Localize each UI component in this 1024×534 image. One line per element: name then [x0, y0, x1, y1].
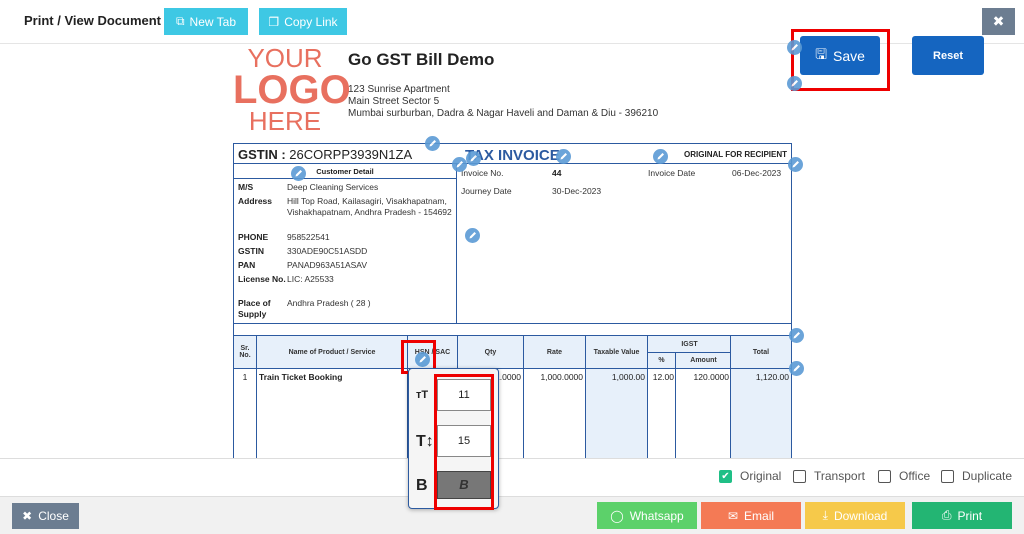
customer-details: M/S Deep Cleaning Services Address Hill Top… — [238, 182, 453, 322]
new-tab-button[interactable]: ⧉ New Tab — [164, 8, 248, 35]
invoice-number: 44 — [552, 168, 562, 178]
copy-icon: ❐ — [268, 14, 280, 29]
customer-field: License No. LIC: A25533 — [238, 274, 334, 284]
checkbox[interactable] — [941, 469, 954, 483]
customer-field: PHONE 958522541 — [238, 232, 330, 242]
column-divider — [585, 336, 586, 464]
edit-pencil-icon[interactable] — [465, 228, 480, 243]
line-height-input[interactable]: 15 — [437, 425, 491, 457]
customer-field: M/S Deep Cleaning Services — [238, 182, 379, 192]
invoice-date: 06-Dec-2023 — [732, 168, 782, 178]
floppy-icon: 🖫 — [815, 45, 827, 62]
invoice-title: TAX INVOICE — [465, 147, 560, 164]
copy-option-duplicate[interactable]: Duplicate — [941, 469, 1012, 483]
journey-date: 30-Dec-2023 — [552, 186, 602, 196]
edit-pencil-icon[interactable] — [452, 157, 467, 172]
reset-button[interactable]: Reset — [912, 36, 984, 75]
customer-field: Address Hill Top Road, Kailasagiri, Visak… — [238, 196, 452, 217]
bold-toggle[interactable]: B — [437, 471, 491, 499]
whatsapp-button[interactable]: ◯ Whatsapp — [597, 502, 697, 529]
page-title: Print / View Document — [24, 13, 162, 28]
company-logo: YOUR LOGO HERE — [233, 43, 351, 136]
edit-pencil-icon[interactable] — [789, 328, 804, 343]
column-divider — [407, 336, 408, 464]
column-divider — [730, 336, 731, 464]
customer-field: PAN PANAD963A51ASAV — [238, 260, 368, 270]
column-divider — [523, 336, 524, 464]
edit-pencil-icon[interactable] — [789, 361, 804, 376]
font-size-input[interactable]: 11 — [437, 379, 491, 411]
company-address: 123 Sunrise Apartment Main Street Sector … — [348, 84, 659, 119]
times-icon: ✖ — [22, 509, 33, 523]
edit-pencil-icon[interactable] — [466, 151, 481, 166]
column-divider — [256, 336, 257, 464]
copy-option-transport[interactable]: Transport — [793, 469, 865, 483]
times-icon: ✖ — [992, 13, 1005, 29]
close-button[interactable]: ✖ Close — [12, 503, 79, 529]
copy-option-office[interactable]: Office — [878, 469, 930, 483]
invoice: GSTIN : 26CORPP3939N1ZA TAX INVOICE ORIG… — [233, 143, 792, 468]
highlight-box — [434, 374, 494, 510]
highlight-box — [791, 29, 890, 91]
edit-pencil-icon[interactable] — [787, 40, 802, 55]
customer-detail-heading: Customer Detail — [316, 167, 374, 176]
edit-pencil-icon[interactable] — [787, 76, 802, 91]
footer-bar: ✖ Close ◯ Whatsapp ✉ Email ⤓ Download ⎙ Print — [0, 496, 1024, 534]
print-icon: ⎙ — [941, 508, 952, 522]
gstin: GSTIN : 26CORPP3939N1ZA — [238, 147, 413, 162]
edit-pencil-icon[interactable] — [415, 352, 430, 367]
email-button[interactable]: ✉ Email — [701, 502, 801, 529]
column-divider — [675, 352, 676, 464]
bold-icon: B — [416, 477, 428, 494]
close-window-button[interactable]: ✖ — [982, 8, 1015, 35]
copy-options-bar: ✔ Original Transport Office Duplicate — [0, 458, 1024, 496]
checkbox[interactable] — [793, 469, 806, 483]
copy-link-button[interactable]: ❐ Copy Link — [259, 8, 347, 35]
checkbox[interactable] — [878, 469, 891, 483]
edit-pencil-icon[interactable] — [788, 157, 803, 172]
whatsapp-icon: ◯ — [610, 508, 624, 523]
edit-pencil-icon[interactable] — [425, 136, 440, 151]
copy-label: ORIGINAL FOR RECIPIENT — [684, 150, 787, 159]
edit-pencil-icon[interactable] — [556, 149, 571, 164]
download-icon: ⤓ — [822, 508, 828, 522]
envelope-icon: ✉ — [727, 508, 739, 523]
font-size-icon: тT — [416, 389, 429, 401]
customer-field: Place of Supply Andhra Pradesh ( 28 ) — [238, 298, 371, 319]
copy-option-original[interactable]: ✔ Original — [719, 469, 781, 483]
checkbox-checked-icon[interactable]: ✔ — [719, 469, 732, 483]
save-button[interactable]: 🖫 Save — [800, 36, 880, 75]
download-button[interactable]: ⤓ Download — [805, 502, 905, 529]
print-button[interactable]: ⎙ Print — [912, 502, 1012, 529]
company-name: Go GST Bill Demo — [348, 50, 495, 69]
edit-pencil-icon[interactable] — [291, 166, 306, 181]
top-bar: Print / View Document ⧉ New Tab ❐ Copy Lin… — [0, 0, 1024, 44]
line-height-icon: T↕ — [416, 433, 434, 450]
external-link-icon: ⧉ — [175, 14, 185, 28]
column-divider — [647, 336, 648, 464]
edit-pencil-icon[interactable] — [653, 149, 668, 164]
customer-field: GSTIN 330ADE90C51ASDD — [238, 246, 368, 256]
